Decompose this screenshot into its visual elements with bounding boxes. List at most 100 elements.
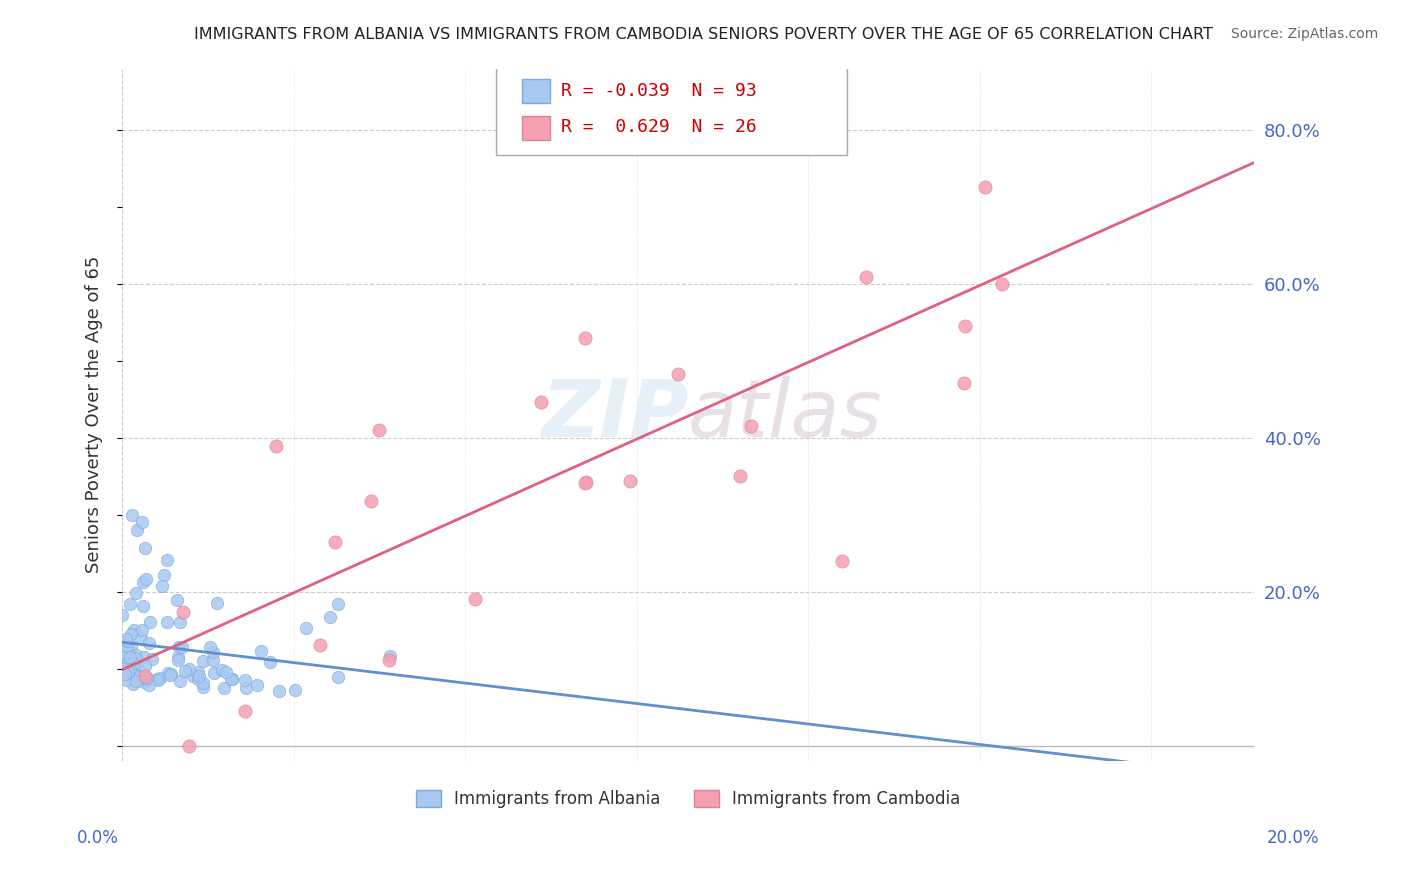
Point: [368, 423, 391, 437]
Text: ZIP: ZIP: [541, 376, 688, 454]
Point: [202, 666, 225, 681]
Point: [953, 376, 976, 390]
Point: [134, 650, 156, 665]
Point: [125, 657, 148, 672]
Point: [114, 666, 136, 681]
Point: [146, 672, 169, 686]
Point: [246, 677, 269, 691]
Point: [150, 579, 173, 593]
Point: [121, 508, 143, 522]
Point: [160, 667, 183, 681]
Point: [131, 623, 153, 637]
Point: [115, 632, 138, 646]
Point: [127, 523, 149, 537]
Point: [156, 666, 179, 681]
Point: [619, 475, 641, 489]
Point: [118, 597, 141, 611]
Point: [211, 663, 233, 677]
Point: [269, 683, 291, 698]
FancyBboxPatch shape: [522, 116, 550, 140]
Point: [181, 669, 204, 683]
Point: [235, 704, 257, 718]
Point: [120, 662, 142, 676]
Point: [169, 674, 191, 689]
Point: [112, 649, 135, 664]
Point: [177, 739, 200, 753]
Point: [141, 652, 163, 666]
Point: [122, 667, 145, 681]
Text: IMMIGRANTS FROM ALBANIA VS IMMIGRANTS FROM CAMBODIA SENIORS POVERTY OVER THE AGE: IMMIGRANTS FROM ALBANIA VS IMMIGRANTS FR…: [194, 27, 1212, 42]
Point: [193, 654, 215, 668]
Point: [219, 673, 242, 687]
Point: [574, 476, 596, 491]
Point: [973, 179, 995, 194]
Point: [117, 657, 139, 671]
Point: [167, 640, 190, 654]
Point: [855, 270, 877, 285]
Point: [120, 627, 142, 641]
Point: [284, 683, 307, 698]
Point: [205, 595, 228, 609]
Point: [134, 659, 156, 673]
Point: [173, 665, 195, 679]
Point: [575, 475, 598, 490]
Point: [120, 639, 142, 653]
Point: [378, 649, 401, 664]
Point: [319, 610, 342, 624]
Point: [991, 277, 1014, 291]
Point: [153, 568, 176, 582]
Point: [131, 515, 153, 529]
Point: [202, 652, 225, 666]
Point: [124, 667, 146, 681]
Point: [188, 669, 211, 683]
Point: [172, 606, 194, 620]
Point: [118, 649, 141, 664]
Y-axis label: Seniors Poverty Over the Age of 65: Seniors Poverty Over the Age of 65: [86, 256, 103, 574]
Point: [464, 592, 486, 607]
Point: [135, 671, 157, 685]
Point: [138, 678, 160, 692]
Point: [159, 668, 181, 682]
Point: [125, 648, 148, 662]
Point: [200, 640, 222, 654]
Point: [172, 640, 194, 654]
Point: [166, 592, 188, 607]
Point: [191, 675, 214, 690]
Point: [179, 662, 201, 676]
Point: [250, 644, 273, 658]
Point: [235, 681, 257, 695]
Text: atlas: atlas: [688, 376, 883, 454]
Point: [112, 662, 135, 676]
Point: [326, 670, 349, 684]
Point: [187, 673, 209, 687]
Point: [135, 673, 157, 687]
Point: [124, 585, 146, 599]
Point: [117, 665, 139, 679]
Point: [740, 419, 762, 434]
Point: [121, 676, 143, 690]
Point: [124, 651, 146, 665]
Point: [156, 552, 179, 566]
Text: R = -0.039  N = 93: R = -0.039 N = 93: [561, 82, 756, 101]
Point: [187, 665, 209, 679]
Point: [215, 665, 238, 679]
Point: [138, 635, 160, 649]
Point: [574, 331, 596, 345]
Point: [134, 674, 156, 689]
Point: [666, 367, 689, 381]
Point: [139, 615, 162, 630]
FancyBboxPatch shape: [522, 78, 550, 103]
Point: [308, 638, 330, 652]
Point: [134, 541, 156, 555]
Point: [149, 671, 172, 685]
Point: [728, 469, 751, 483]
Point: [169, 615, 191, 629]
Point: [325, 535, 347, 549]
Legend: Immigrants from Albania, Immigrants from Cambodia: Immigrants from Albania, Immigrants from…: [409, 783, 967, 815]
Text: 20.0%: 20.0%: [1267, 829, 1319, 847]
Point: [114, 663, 136, 677]
Point: [125, 674, 148, 689]
Point: [132, 575, 155, 590]
Point: [156, 615, 179, 629]
Point: [530, 395, 553, 409]
